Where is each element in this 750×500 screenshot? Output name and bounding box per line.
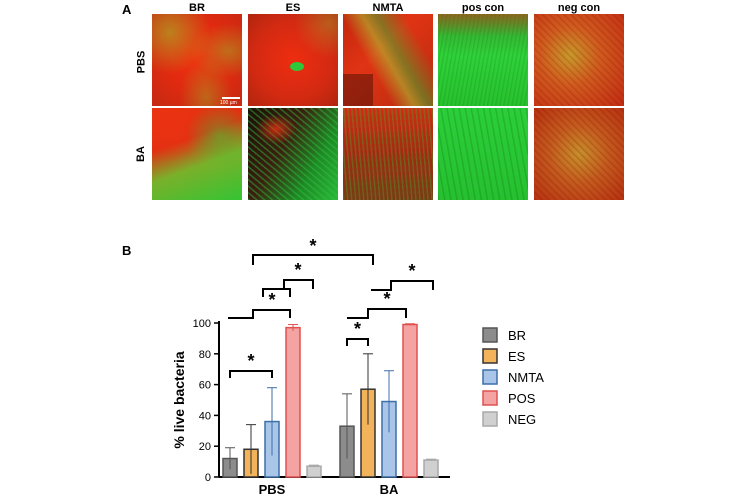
x-tick-label-pbs: PBS: [259, 482, 286, 497]
column-label-br: BR: [189, 2, 205, 14]
legend-label-es: ES: [508, 349, 526, 364]
y-axis-label: % live bacteria: [171, 351, 187, 448]
panel-a-label: A: [122, 2, 132, 17]
scale-bar-text: 100 µm: [220, 100, 237, 106]
bar-pos-pbs: [285, 326, 301, 478]
y-tick-label: 20: [199, 441, 211, 453]
legend-swatch-neg: [482, 411, 498, 427]
column-label-pos-con: pos con: [461, 2, 505, 14]
significance-star: *: [268, 290, 275, 310]
bar-neg-pbs: [306, 465, 322, 478]
micrograph-pbs-nmta: [343, 14, 433, 106]
legend-swatch-nmta: [482, 369, 498, 385]
micrograph-ba-neg-con: [534, 108, 624, 200]
significance-star: *: [309, 236, 316, 256]
y-tick-label: 60: [199, 380, 211, 392]
significance-star: *: [354, 319, 361, 339]
micrograph-ba-nmta: [343, 108, 433, 200]
micrograph-pbs-pos-con: [438, 14, 528, 106]
legend-label-neg: NEG: [508, 412, 536, 427]
micrograph-ba-br: [152, 108, 242, 200]
legend-label-br: BR: [508, 328, 526, 343]
significance-star: *: [247, 351, 254, 371]
significance-bracket: [229, 370, 273, 378]
y-tick-label: 40: [199, 410, 211, 422]
significance-bracket: [228, 309, 291, 319]
significance-star: *: [294, 260, 301, 280]
y-tick-label: 100: [193, 318, 211, 330]
legend-swatch-es: [482, 348, 498, 364]
significance-bracket: [283, 279, 314, 289]
legend-label-pos: POS: [508, 391, 536, 406]
significance-bracket: [346, 338, 369, 346]
panel-b-label: B: [122, 243, 132, 258]
micrograph-ba-es: [248, 108, 338, 200]
micrograph-pbs-neg-con: [534, 14, 624, 106]
significance-bracket: [252, 254, 374, 265]
bar-pos-ba: [402, 323, 418, 478]
column-label-neg-con: neg con: [557, 2, 601, 14]
legend-swatch-br: [482, 327, 498, 343]
significance-star: *: [408, 261, 415, 281]
significance-star: *: [383, 289, 390, 309]
column-label-es: ES: [285, 2, 301, 14]
significance-bracket: [347, 308, 407, 319]
bar-neg-ba: [423, 459, 439, 478]
column-label-nmta: NMTA: [372, 2, 404, 14]
micrograph-pbs-es: [248, 14, 338, 106]
y-tick-label: 80: [199, 349, 211, 361]
y-tick-label: 0: [205, 472, 211, 484]
significance-bracket: [262, 288, 291, 297]
scale-bar: [222, 97, 240, 99]
micrograph-pbs-br: 100 µm: [152, 14, 242, 106]
legend-label-nmta: NMTA: [508, 370, 544, 385]
x-tick-label-ba: BA: [380, 482, 399, 497]
micrograph-ba-pos-con: [438, 108, 528, 200]
legend-swatch-pos: [482, 390, 498, 406]
significance-bracket: [371, 280, 434, 291]
